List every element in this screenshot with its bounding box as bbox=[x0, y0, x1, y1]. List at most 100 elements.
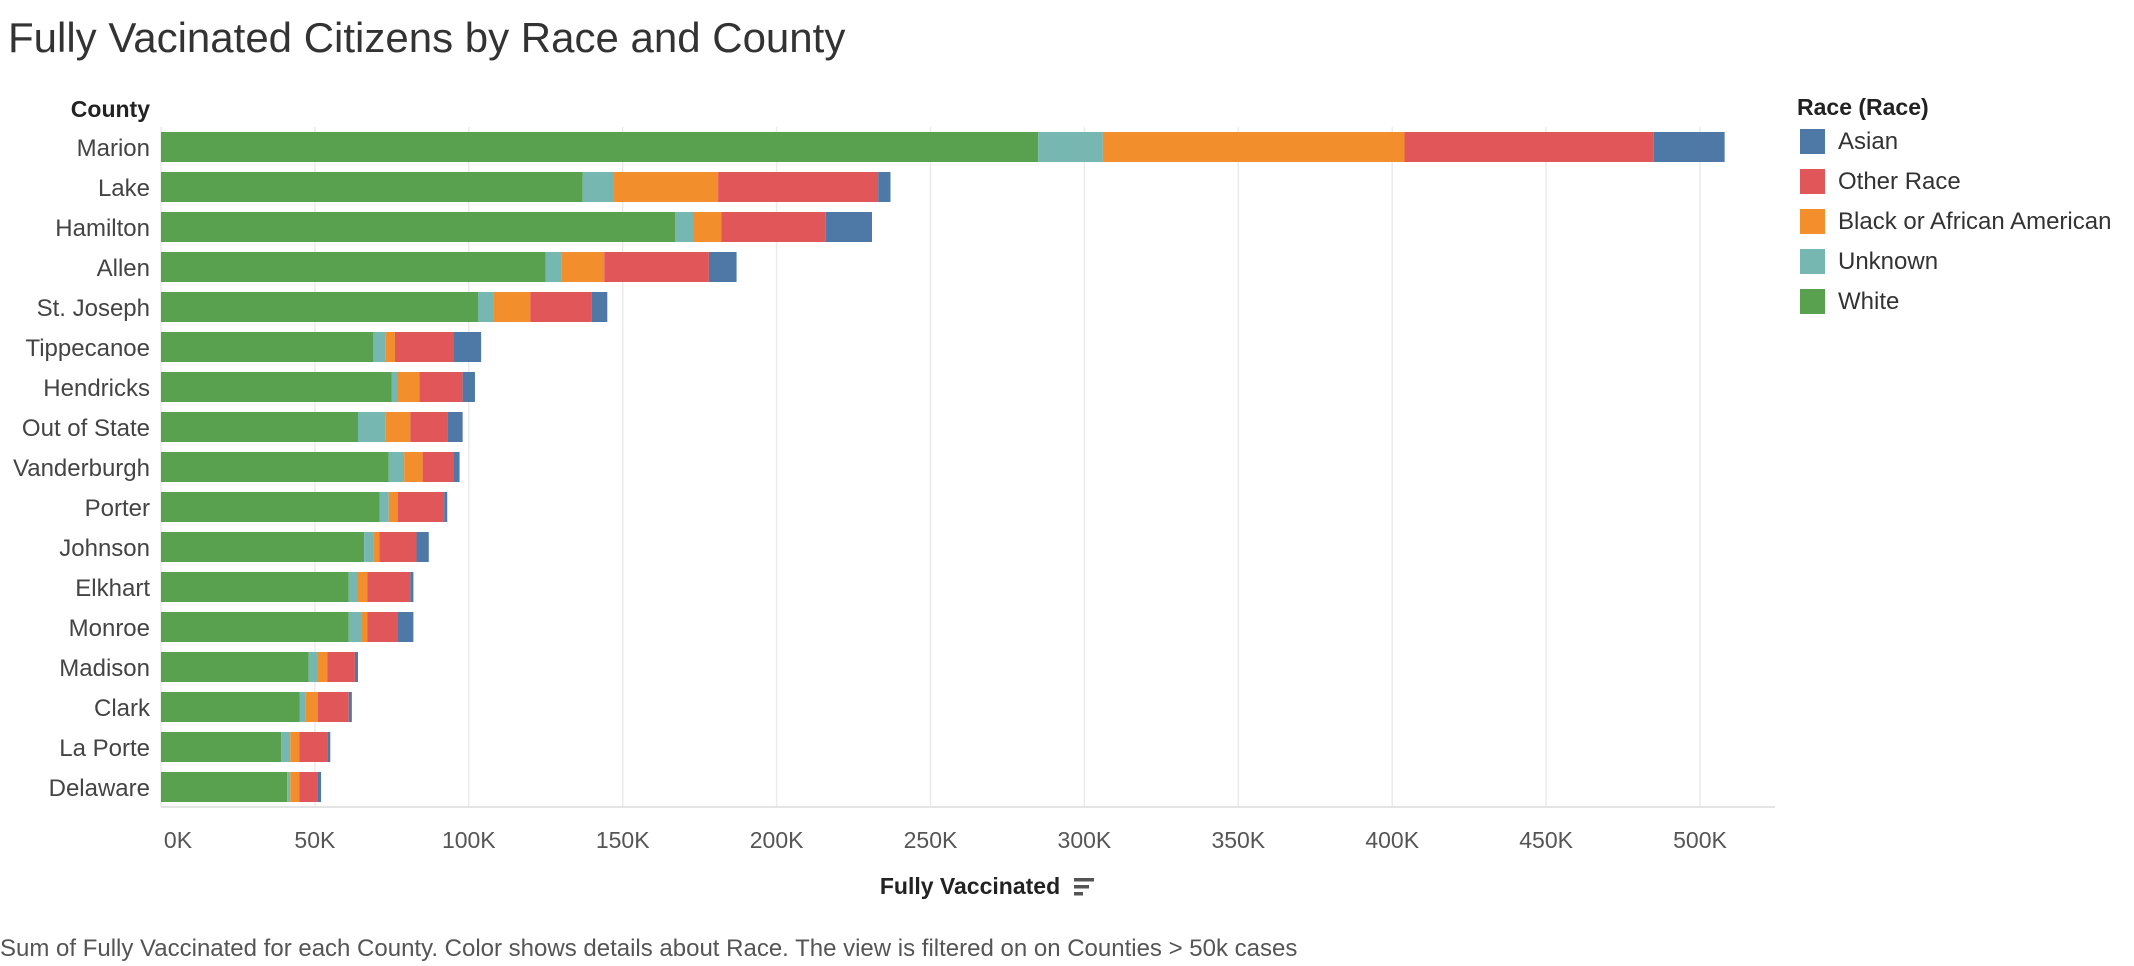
bar-segment[interactable] bbox=[161, 492, 380, 522]
bar-segment[interactable] bbox=[361, 612, 368, 642]
legend-entry[interactable]: White bbox=[1838, 288, 1899, 315]
bar-segment[interactable] bbox=[1038, 132, 1103, 162]
bar-segment[interactable] bbox=[161, 612, 349, 642]
bar-segment[interactable] bbox=[385, 332, 395, 362]
bar-segment[interactable] bbox=[444, 492, 448, 522]
bar-segment[interactable] bbox=[348, 572, 358, 602]
bar-segment[interactable] bbox=[1653, 132, 1725, 162]
bar-segment[interactable] bbox=[604, 252, 709, 282]
bar-segment[interactable] bbox=[398, 372, 420, 402]
bar-segment[interactable] bbox=[299, 772, 318, 802]
bar-segment[interactable] bbox=[161, 332, 374, 362]
bar-segment[interactable] bbox=[348, 692, 352, 722]
bar-segment[interactable] bbox=[305, 692, 318, 722]
bar-segment[interactable] bbox=[675, 212, 694, 242]
bar-segment[interactable] bbox=[373, 332, 386, 362]
bar-segment[interactable] bbox=[493, 292, 531, 322]
bar-segment[interactable] bbox=[317, 652, 328, 682]
bar-segment[interactable] bbox=[299, 692, 306, 722]
bar-segment[interactable] bbox=[416, 532, 429, 562]
bar-segment[interactable] bbox=[308, 652, 318, 682]
legend-swatch[interactable] bbox=[1800, 129, 1825, 154]
legend-swatch[interactable] bbox=[1800, 249, 1825, 274]
legend-entry[interactable]: Asian bbox=[1838, 128, 1898, 155]
bar-segment[interactable] bbox=[718, 172, 879, 202]
bar-segment[interactable] bbox=[379, 492, 389, 522]
category-labels: Marion Lake Hamilton Allen St. Joseph Tippeca… bbox=[13, 135, 151, 802]
bar-segment[interactable] bbox=[354, 652, 358, 682]
bar-segment[interactable] bbox=[530, 292, 592, 322]
bar-segment[interactable] bbox=[404, 452, 423, 482]
legend-entry[interactable]: Black or African American bbox=[1838, 208, 2111, 235]
bar-segment[interactable] bbox=[327, 732, 331, 762]
bar-segment[interactable] bbox=[161, 532, 365, 562]
bar-segment[interactable] bbox=[385, 412, 411, 442]
bar-segment[interactable] bbox=[364, 532, 374, 562]
bar-segment[interactable] bbox=[367, 612, 399, 642]
bar-segment[interactable] bbox=[878, 172, 891, 202]
bar-segment[interactable] bbox=[373, 532, 380, 562]
bar-segment[interactable] bbox=[327, 652, 355, 682]
bar-segment[interactable] bbox=[825, 212, 873, 242]
bar-segment[interactable] bbox=[290, 772, 300, 802]
bar-segment[interactable] bbox=[721, 212, 826, 242]
legend-swatch[interactable] bbox=[1800, 209, 1825, 234]
bar-segment[interactable] bbox=[545, 252, 562, 282]
bar-segment[interactable] bbox=[462, 372, 475, 402]
bar-segment[interactable] bbox=[161, 652, 309, 682]
legend-swatch[interactable] bbox=[1800, 289, 1825, 314]
bar-segment[interactable] bbox=[281, 732, 291, 762]
bar-segment[interactable] bbox=[391, 372, 399, 402]
bar-segment[interactable] bbox=[1102, 132, 1405, 162]
bar-segment[interactable] bbox=[394, 332, 454, 362]
bar-segment[interactable] bbox=[357, 572, 368, 602]
bar-segment[interactable] bbox=[453, 332, 482, 362]
category-label: Elkhart bbox=[75, 575, 150, 602]
bar-segment[interactable] bbox=[708, 252, 737, 282]
bar-segment[interactable] bbox=[299, 732, 328, 762]
bar-segment[interactable] bbox=[613, 172, 719, 202]
bar-segment[interactable] bbox=[410, 572, 414, 602]
bar-segment[interactable] bbox=[317, 772, 322, 802]
bar-segment[interactable] bbox=[161, 732, 282, 762]
bar-segment[interactable] bbox=[161, 412, 358, 442]
bar-segment[interactable] bbox=[398, 612, 414, 642]
bar-segment[interactable] bbox=[317, 692, 349, 722]
bar-segment[interactable] bbox=[161, 172, 583, 202]
bar-segment[interactable] bbox=[388, 452, 405, 482]
bars bbox=[161, 132, 1725, 802]
bar-segment[interactable] bbox=[379, 532, 417, 562]
bar-segment[interactable] bbox=[582, 172, 614, 202]
bar-segment[interactable] bbox=[367, 572, 411, 602]
bar-segment[interactable] bbox=[478, 292, 494, 322]
bar-segment[interactable] bbox=[161, 572, 349, 602]
bar-segment[interactable] bbox=[287, 772, 291, 802]
bar-segment[interactable] bbox=[693, 212, 722, 242]
bar-segment[interactable] bbox=[410, 412, 448, 442]
category-label: Clark bbox=[94, 695, 151, 722]
bar-segment[interactable] bbox=[161, 212, 676, 242]
bar-segment[interactable] bbox=[591, 292, 608, 322]
bar-segment[interactable] bbox=[453, 452, 460, 482]
bar-segment[interactable] bbox=[348, 612, 362, 642]
bar-segment[interactable] bbox=[161, 772, 288, 802]
bar-segment[interactable] bbox=[357, 412, 386, 442]
bar-segment[interactable] bbox=[398, 492, 445, 522]
bar-segment[interactable] bbox=[161, 292, 479, 322]
bar-segment[interactable] bbox=[161, 252, 546, 282]
bar-segment[interactable] bbox=[290, 732, 300, 762]
sort-icon[interactable] bbox=[1074, 878, 1094, 896]
legend-entry[interactable]: Other Race bbox=[1838, 168, 1961, 195]
bar-segment[interactable] bbox=[161, 692, 300, 722]
bar-segment[interactable] bbox=[388, 492, 399, 522]
bar-segment[interactable] bbox=[419, 372, 463, 402]
bar-segment[interactable] bbox=[161, 452, 389, 482]
bar-segment[interactable] bbox=[161, 372, 392, 402]
bar-segment[interactable] bbox=[447, 412, 463, 442]
legend-entry[interactable]: Unknown bbox=[1838, 248, 1938, 275]
bar-segment[interactable] bbox=[422, 452, 454, 482]
legend-swatch[interactable] bbox=[1800, 169, 1825, 194]
bar-segment[interactable] bbox=[561, 252, 605, 282]
bar-segment[interactable] bbox=[1404, 132, 1654, 162]
bar-segment[interactable] bbox=[161, 132, 1039, 162]
